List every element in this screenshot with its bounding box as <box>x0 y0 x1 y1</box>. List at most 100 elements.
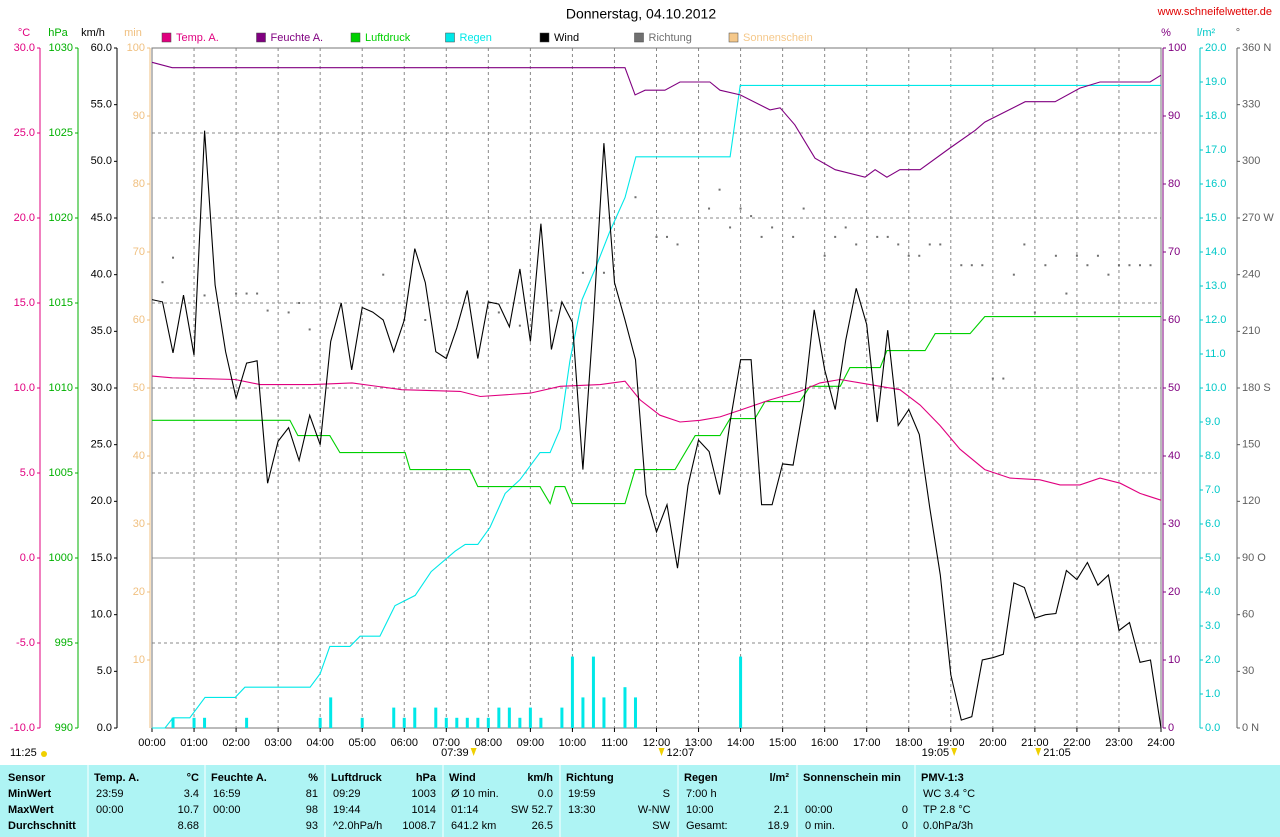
y-tick-label: 70 <box>1168 246 1180 258</box>
y-tick-label: 30 <box>133 518 145 530</box>
rain-bar <box>171 717 175 728</box>
series-line <box>152 84 1161 729</box>
y-tick-label: 16.0 <box>1205 178 1226 190</box>
annotation-marker <box>470 748 477 756</box>
x-tick-label: 18:00 <box>895 737 923 749</box>
y-tick-label: 15.0 <box>91 552 112 564</box>
y-tick-label: 4.0 <box>1205 586 1220 598</box>
table-cell: 26.5 <box>532 820 553 832</box>
axis-unit: km/h <box>81 27 105 39</box>
x-tick-label: 05:00 <box>348 737 376 749</box>
axis-unit: hPa <box>48 27 68 39</box>
rain-bar <box>203 717 207 728</box>
y-tick-label: 60 <box>133 314 145 326</box>
x-tick-label: 14:00 <box>727 737 755 749</box>
legend-swatch <box>728 32 739 43</box>
y-tick-label: 0.0 <box>20 552 35 564</box>
rain-bar <box>444 717 448 728</box>
y-tick-label: 120 <box>1242 495 1260 507</box>
x-tick-label: 07:00 <box>433 737 461 749</box>
y-tick-label: 1005 <box>49 467 73 479</box>
y-tick-label: 1000 <box>49 552 73 564</box>
annotation-label: 21:05 <box>1043 747 1071 759</box>
rain-bar <box>591 656 595 728</box>
table-cell: 10.7 <box>178 804 199 816</box>
y-tick-label: 240 <box>1242 269 1260 281</box>
legend-swatch <box>539 32 550 43</box>
table-cell: 8.68 <box>178 820 199 832</box>
rain-bar <box>507 707 511 728</box>
table-cell: 00:00 <box>805 804 833 816</box>
rain-bar <box>739 656 743 728</box>
direction-dot <box>792 235 795 238</box>
direction-dot <box>991 377 994 380</box>
rain-bar <box>455 717 459 728</box>
direction-dot <box>203 294 206 297</box>
direction-dot <box>928 243 931 246</box>
direction-dot <box>602 271 605 274</box>
table-cell: 98 <box>306 804 318 816</box>
direction-dot <box>718 188 721 191</box>
legend-swatch <box>161 32 172 43</box>
y-tick-label: 30.0 <box>91 382 112 394</box>
x-tick-label: 01:00 <box>180 737 208 749</box>
y-tick-label: 1020 <box>49 212 73 224</box>
table-cell: 7:00 h <box>686 788 717 800</box>
y-tick-label: 50 <box>1168 382 1180 394</box>
direction-dot <box>518 324 521 327</box>
direction-dot <box>771 226 774 229</box>
y-tick-label: 20 <box>1168 586 1180 598</box>
legend-label: Temp. A. <box>176 32 219 44</box>
rain-bar <box>602 697 606 728</box>
y-tick-label: 10 <box>133 654 145 666</box>
direction-dot <box>266 309 269 312</box>
direction-dot <box>1096 254 1099 257</box>
table-cell: 19:44 <box>333 804 361 816</box>
direction-dot <box>844 226 847 229</box>
table-cell: WC 3.4 °C <box>923 788 975 800</box>
direction-dot <box>1054 254 1057 257</box>
series-line <box>151 61 1162 178</box>
legend-swatch <box>256 32 266 43</box>
y-tick-label: 70 <box>133 246 145 258</box>
annotation-label: 12:07 <box>667 747 695 759</box>
y-tick-label: 60 <box>1242 609 1254 621</box>
table-cell: 16:59 <box>213 788 241 800</box>
y-tick-label: 60.0 <box>91 42 112 54</box>
x-tick-label: 15:00 <box>769 737 797 749</box>
x-tick-label: 11:00 <box>601 737 628 749</box>
direction-dot <box>256 292 259 295</box>
x-tick-label: 02:00 <box>222 737 250 749</box>
direction-dot <box>886 235 889 238</box>
y-tick-label: 40 <box>1168 450 1180 462</box>
direction-dot <box>802 207 805 210</box>
direction-dot <box>245 292 248 295</box>
direction-dot <box>235 292 238 295</box>
annotation-label: 07:39 <box>441 747 469 759</box>
direction-dot <box>970 264 973 267</box>
y-tick-label: 90 <box>1168 110 1180 122</box>
table-cell: 09:29 <box>333 788 361 800</box>
table-cell: 2.1 <box>774 804 789 816</box>
rain-bar <box>413 707 417 728</box>
y-tick-label: 14.0 <box>1205 246 1226 258</box>
y-tick-label: 20 <box>133 586 145 598</box>
table-header: Sensor <box>8 772 46 784</box>
y-tick-label: 6.0 <box>1205 518 1220 530</box>
table-unit: km/h <box>527 772 553 784</box>
direction-dot <box>1065 292 1068 295</box>
table-cell: SW 52.7 <box>511 804 553 816</box>
table-cell: 0 min. <box>805 820 835 832</box>
direction-dot <box>1012 273 1015 276</box>
table-cell: 23:59 <box>96 788 124 800</box>
annotation-label: 19:05 <box>922 747 950 759</box>
y-tick-label: 20.0 <box>1205 42 1226 54</box>
y-tick-label: 210 <box>1242 325 1260 337</box>
rain-bar <box>329 697 333 728</box>
direction-dot <box>634 196 637 199</box>
direction-dot <box>1033 311 1036 314</box>
x-tick-label: 03:00 <box>264 737 292 749</box>
table-unit: hPa <box>416 772 437 784</box>
x-tick-label: 10:00 <box>559 737 587 749</box>
table-header: Richtung <box>566 772 614 784</box>
